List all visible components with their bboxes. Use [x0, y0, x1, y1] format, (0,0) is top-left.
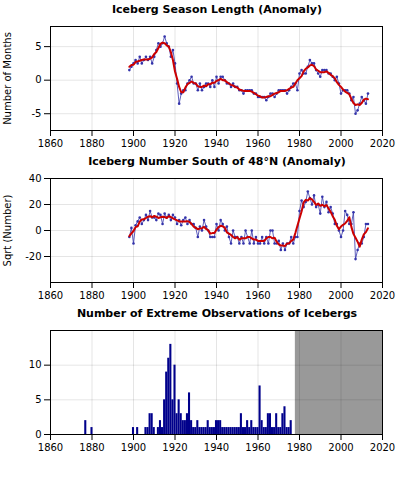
- svg-text:1880: 1880: [79, 290, 104, 301]
- svg-text:40: 40: [29, 173, 42, 184]
- svg-text:2020: 2020: [370, 290, 395, 301]
- svg-text:1900: 1900: [121, 138, 146, 149]
- html-text:Iceberg Season Length (Anomaly: Iceberg Season Length (Anomaly): [112, 3, 322, 16]
- svg-text:1940: 1940: [204, 290, 229, 301]
- svg-text:1860: 1860: [38, 442, 63, 453]
- svg-text:10: 10: [29, 359, 42, 370]
- svg-text:5: 5: [35, 41, 41, 52]
- svg-text:-20: -20: [25, 251, 41, 262]
- svg-text:1960: 1960: [245, 138, 270, 149]
- svg-text:1900: 1900: [121, 290, 146, 301]
- svg-text:2000: 2000: [328, 442, 353, 453]
- svg-text:1940: 1940: [204, 138, 229, 149]
- svg-text:-5: -5: [32, 108, 42, 119]
- svg-text:0: 0: [35, 74, 41, 85]
- svg-text:1980: 1980: [287, 290, 312, 301]
- svg-text:1860: 1860: [38, 290, 63, 301]
- svg-text:1960: 1960: [245, 290, 270, 301]
- svg-text:1980: 1980: [287, 138, 312, 149]
- svg-text:2020: 2020: [370, 442, 395, 453]
- svg-text:0: 0: [35, 429, 41, 440]
- svg-text:20: 20: [29, 199, 42, 210]
- svg-text:0: 0: [35, 225, 41, 236]
- svg-text:1880: 1880: [79, 442, 104, 453]
- svg-text:2000: 2000: [328, 290, 353, 301]
- svg-text:1960: 1960: [245, 442, 270, 453]
- svg-text:1860: 1860: [38, 138, 63, 149]
- html-text:Iceberg Number South of 48°N (: Iceberg Number South of 48°N (Anomaly): [88, 155, 346, 168]
- svg-text:1920: 1920: [162, 442, 187, 453]
- svg-text:Number of Months: Number of Months: [2, 32, 13, 125]
- svg-text:Sqrt (Number): Sqrt (Number): [2, 194, 13, 266]
- svg-text:1920: 1920: [162, 138, 187, 149]
- svg-text:1940: 1940: [204, 442, 229, 453]
- svg-text:2020: 2020: [370, 138, 395, 149]
- svg-text:1880: 1880: [79, 138, 104, 149]
- svg-text:1980: 1980: [287, 442, 312, 453]
- svg-text:1900: 1900: [121, 442, 146, 453]
- html-text:Number of Extreme Observations: Number of Extreme Observations of Iceber…: [76, 307, 358, 320]
- svg-text:2000: 2000: [328, 138, 353, 149]
- svg-text:1920: 1920: [162, 290, 187, 301]
- svg-text:5: 5: [35, 394, 41, 405]
